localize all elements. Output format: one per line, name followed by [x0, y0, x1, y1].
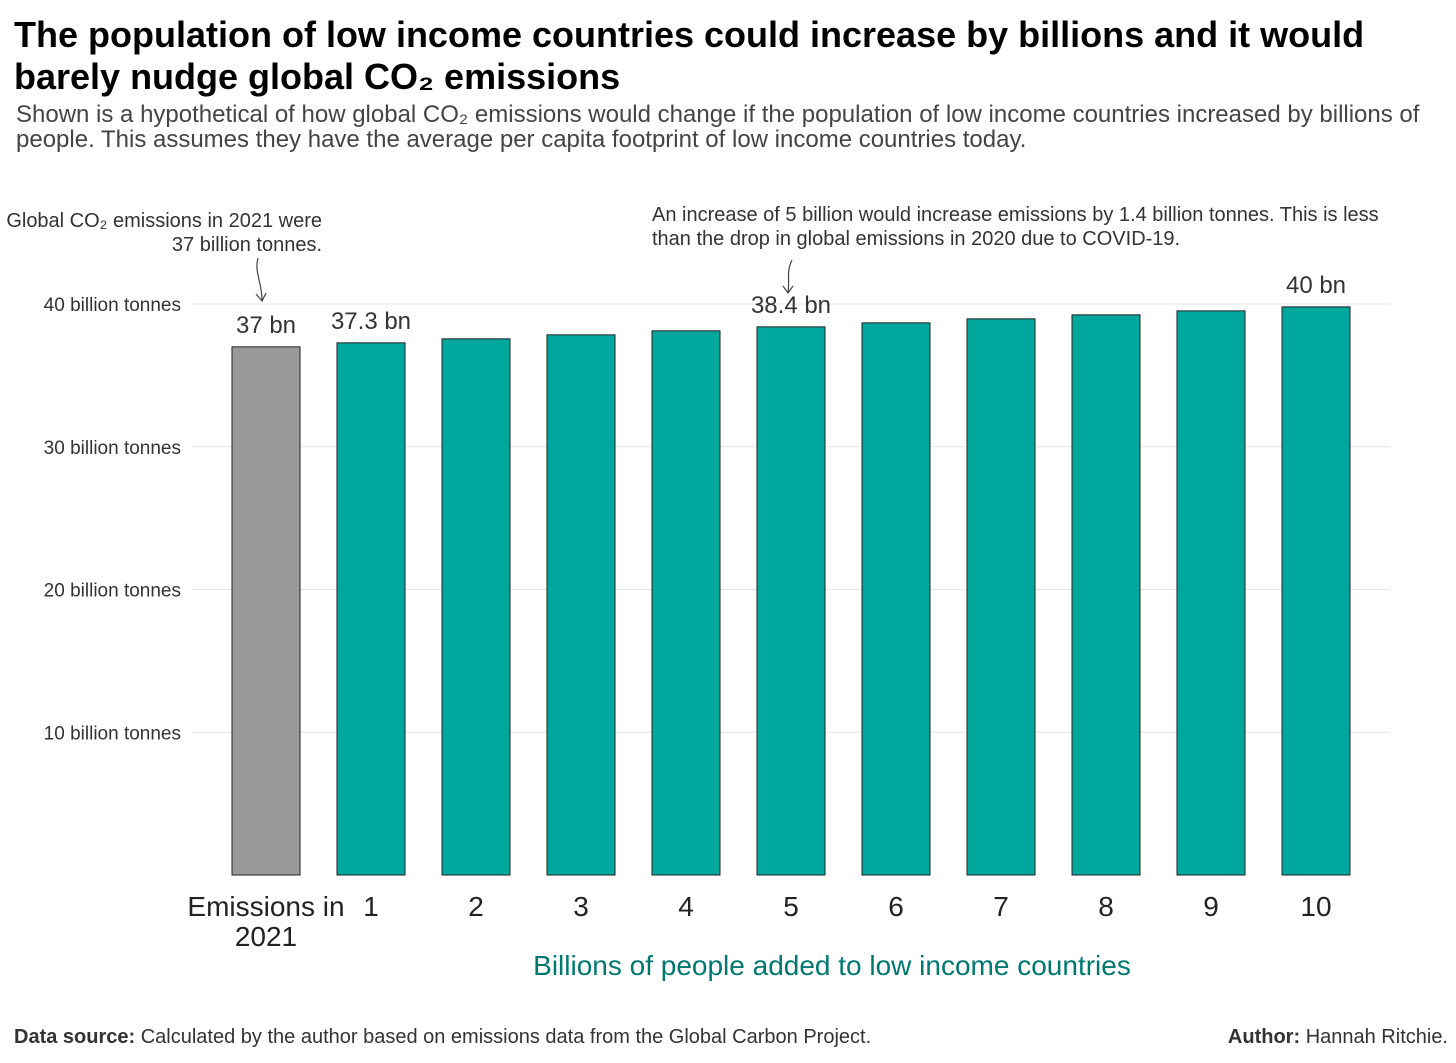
x-tick-label: 6 [888, 891, 904, 922]
annotation: Global CO₂ emissions in 2021 were 37 bil… [6, 210, 322, 256]
bar [651, 330, 721, 876]
data-label: 38.4 bn [751, 292, 831, 319]
bar [1176, 310, 1246, 876]
source-text: Calculated by the author based on emissi… [140, 1026, 872, 1048]
x-tick-label: 10 [1300, 891, 1332, 922]
y-tick-label: 20 billion tonnes [44, 581, 181, 602]
x-tick-label: 8 [1098, 891, 1114, 922]
chart-title: The population of low income countries c… [14, 14, 1365, 97]
x-tick-label: Emissions in 2021 [187, 891, 345, 952]
bar [966, 318, 1036, 876]
bar [1281, 306, 1351, 876]
annotation-arrow [256, 257, 263, 301]
data-label: 40 bn [1286, 272, 1346, 299]
arrow-head [782, 285, 794, 295]
author-name: Hannah Ritchie. [1305, 1026, 1448, 1048]
bar [231, 346, 301, 876]
footer-source: Data source: Calculated by the author ba… [14, 1026, 871, 1049]
bar [441, 338, 511, 876]
y-tick-label: 10 billion tonnes [44, 723, 181, 744]
source-label: Data source: [14, 1026, 136, 1048]
x-tick-label: 4 [678, 891, 694, 922]
x-tick-label: 2 [468, 891, 484, 922]
author-label: Author: [1227, 1026, 1301, 1048]
chart-subtitle: Shown is a hypothetical of how global CO… [16, 101, 1420, 153]
x-tick-label: 9 [1203, 891, 1219, 922]
y-tick-label: 30 billion tonnes [44, 438, 181, 459]
x-tick-label: 1 [363, 891, 379, 922]
x-tick-label: 5 [783, 891, 799, 922]
x-tick-label: 7 [993, 891, 1009, 922]
x-axis-label: Billions of people added to low income c… [533, 950, 1131, 981]
arrow-head [255, 292, 267, 303]
annotation: An increase of 5 billion would increase … [652, 204, 1379, 250]
bar [336, 342, 406, 876]
data-label: 37 bn [236, 312, 296, 339]
bar [1071, 314, 1141, 876]
annotation-arrow [787, 259, 793, 293]
bar [756, 326, 826, 876]
x-tick-label: 3 [573, 891, 589, 922]
bar [546, 334, 616, 876]
footer-author: Author: Hannah Ritchie. [1228, 1026, 1448, 1049]
bar [861, 322, 931, 876]
data-label: 37.3 bn [331, 308, 411, 335]
y-tick-label: 40 billion tonnes [44, 295, 181, 316]
